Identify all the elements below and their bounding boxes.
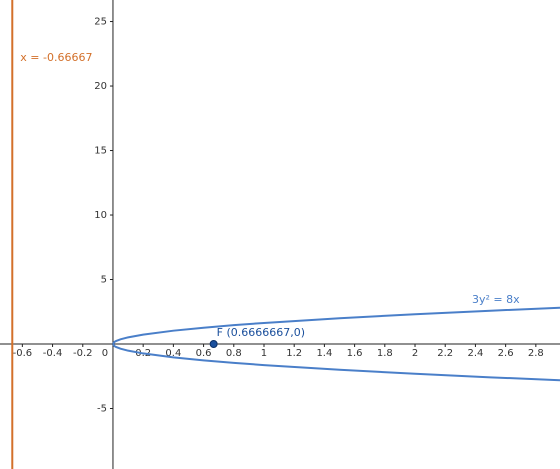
x-tick-label: 1 bbox=[261, 348, 267, 359]
y-tick-label: 20 bbox=[94, 81, 107, 92]
x-tick-label: 1.4 bbox=[316, 348, 332, 359]
focus-point bbox=[209, 340, 218, 349]
y-tick-label: -5 bbox=[97, 404, 107, 415]
x-tick-label: 0.6 bbox=[196, 348, 212, 359]
focus-label: F (0.6666667,0) bbox=[217, 326, 305, 339]
x-tick-label: 1.6 bbox=[347, 348, 363, 359]
x-tick-label: -0.4 bbox=[43, 348, 63, 359]
y-tick-label: 15 bbox=[94, 146, 107, 157]
x-tick-label: 1.2 bbox=[286, 348, 302, 359]
x-tick-label: -0.6 bbox=[13, 348, 33, 359]
x-tick-label: 1.8 bbox=[377, 348, 393, 359]
y-tick-label: 5 bbox=[101, 275, 107, 286]
x-tick-label: 2.4 bbox=[467, 348, 483, 359]
x-tick-label: 2.6 bbox=[498, 348, 514, 359]
x-tick-label: 2.8 bbox=[528, 348, 544, 359]
x-tick-label: 0 bbox=[102, 348, 108, 359]
x-tick-label: 0.8 bbox=[226, 348, 242, 359]
y-tick-label: 25 bbox=[94, 17, 107, 28]
curve-label: 3y² = 8x bbox=[472, 293, 520, 306]
curve bbox=[112, 306, 560, 345]
x-tick-label: 0.4 bbox=[165, 348, 181, 359]
x-tick-label: 2.2 bbox=[437, 348, 453, 359]
y-tick-label: 10 bbox=[94, 210, 107, 221]
x-tick-label: 2 bbox=[412, 348, 418, 359]
directrix-label: x = -0.66667 bbox=[20, 51, 92, 64]
x-tick-label: -0.2 bbox=[73, 348, 93, 359]
curve bbox=[112, 343, 560, 382]
